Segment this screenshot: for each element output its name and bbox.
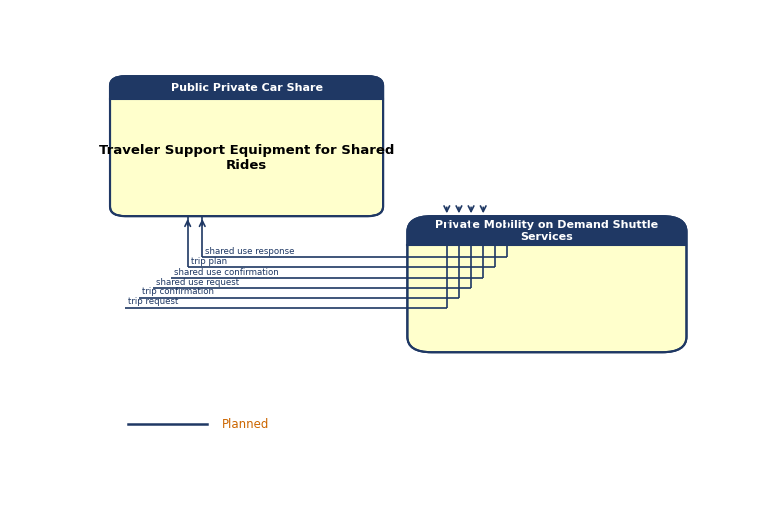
- FancyBboxPatch shape: [407, 216, 687, 352]
- Text: shared use request: shared use request: [156, 278, 240, 286]
- Text: trip plan: trip plan: [191, 257, 227, 266]
- Text: shared use confirmation: shared use confirmation: [174, 268, 279, 277]
- Text: trip confirmation: trip confirmation: [143, 287, 215, 296]
- Bar: [110, 88, 383, 99]
- FancyBboxPatch shape: [110, 76, 383, 216]
- Bar: [407, 231, 687, 245]
- Text: shared use response: shared use response: [205, 247, 294, 256]
- Text: trip request: trip request: [128, 297, 179, 306]
- Text: Planned: Planned: [222, 418, 269, 431]
- FancyBboxPatch shape: [110, 76, 383, 99]
- FancyBboxPatch shape: [407, 216, 687, 245]
- Text: Traveler Support Equipment for Shared
Rides: Traveler Support Equipment for Shared Ri…: [99, 144, 394, 172]
- Text: Public Private Car Share: Public Private Car Share: [171, 83, 323, 93]
- Text: Private Mobility on Demand Shuttle
Services: Private Mobility on Demand Shuttle Servi…: [435, 220, 659, 241]
